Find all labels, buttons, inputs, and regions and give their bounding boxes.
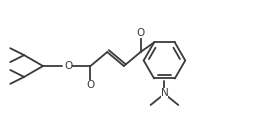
- Text: O: O: [64, 61, 72, 71]
- Text: O: O: [86, 80, 95, 90]
- Text: N: N: [161, 88, 168, 98]
- Text: O: O: [136, 28, 145, 38]
